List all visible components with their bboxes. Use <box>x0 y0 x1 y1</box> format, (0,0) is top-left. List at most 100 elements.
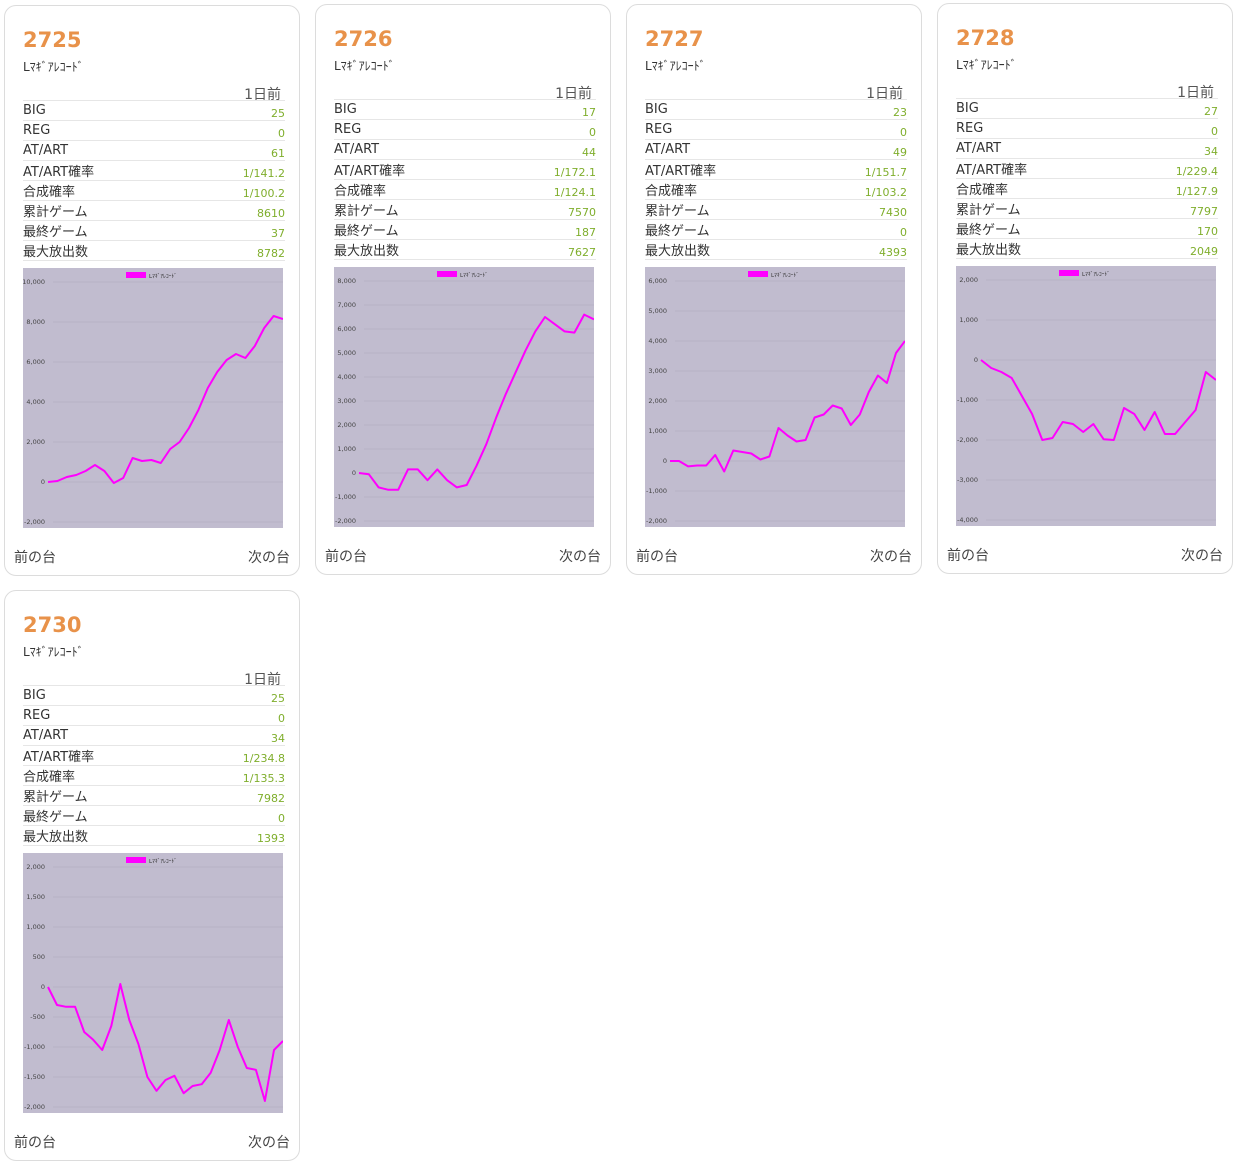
stat-label: BIG <box>645 99 810 120</box>
legend-label: Lﾏｷﾞｱﾚｺｰﾄﾞ <box>149 273 177 280</box>
machine-number[interactable]: 2726 <box>334 27 393 51</box>
next-machine-link[interactable]: 次の台 <box>248 1135 290 1151</box>
stat-value: 170 <box>1120 218 1218 239</box>
stat-row: 最大放出数 4393 <box>645 239 907 260</box>
stat-label: 合成確率 <box>23 765 188 786</box>
stat-row: 合成確率 1/127.9 <box>956 178 1218 199</box>
machine-model: Lﾏｷﾞｱﾚｺｰﾄﾞ <box>334 59 395 73</box>
stat-row: AT/ART確率 1/229.4 <box>956 158 1218 179</box>
stat-label: 最終ゲーム <box>645 219 810 240</box>
stat-row: BIG 25 <box>23 685 285 706</box>
day-header: 1日前 <box>244 87 281 103</box>
legend-swatch <box>1059 270 1079 276</box>
y-tick-label: 4,000 <box>26 398 45 406</box>
stat-label: 最終ゲーム <box>956 218 1121 239</box>
stat-label: 累計ゲーム <box>645 199 810 220</box>
stat-row: AT/ART確率 1/141.2 <box>23 160 285 181</box>
y-tick-label: 1,500 <box>26 893 45 901</box>
machine-number[interactable]: 2727 <box>645 27 704 51</box>
y-tick-label: 0 <box>41 983 45 991</box>
stat-label: 最大放出数 <box>23 240 188 261</box>
stat-label: REG <box>23 705 188 726</box>
machine-model: Lﾏｷﾞｱﾚｺｰﾄﾞ <box>23 645 84 659</box>
y-tick-label: -2,000 <box>335 517 356 525</box>
stat-row: 合成確率 1/103.2 <box>645 179 907 200</box>
stats-table: BIG 27 REG 0 AT/ART 34 AT/ART確率 1/229.4 合成確率 1/12… <box>956 98 1218 259</box>
y-tick-label: 0 <box>41 478 45 486</box>
y-tick-label: 2,000 <box>648 397 667 405</box>
y-tick-label: -1,000 <box>957 396 978 404</box>
y-tick-label: -1,000 <box>335 493 356 501</box>
machine-model: Lﾏｷﾞｱﾚｺｰﾄﾞ <box>645 59 706 73</box>
prev-machine-link[interactable]: 前の台 <box>14 550 56 566</box>
stat-value: 7430 <box>809 199 907 220</box>
stat-label: 累計ゲーム <box>956 198 1121 219</box>
stat-label: AT/ART <box>334 139 499 160</box>
history-chart: 2,000 1,500 1,000 500 0 -500 -1,000 -1,500 -2,00… <box>23 853 283 1113</box>
y-tick-label: -1,000 <box>646 487 667 495</box>
plot-area <box>334 267 594 527</box>
prev-machine-link[interactable]: 前の台 <box>325 549 367 565</box>
y-tick-label: -2,000 <box>24 1103 45 1111</box>
series-line <box>47 315 283 484</box>
machine-card: 2728 Lﾏｷﾞｱﾚｺｰﾄﾞ 1日前 BIG 27 REG 0 AT/ART 34 AT/ART… <box>937 3 1233 574</box>
stat-value: 34 <box>1120 138 1218 159</box>
machine-number[interactable]: 2725 <box>23 28 82 52</box>
machine-number[interactable]: 2728 <box>956 26 1015 50</box>
y-tick-label: 1,000 <box>337 445 356 453</box>
next-machine-link[interactable]: 次の台 <box>1181 548 1223 564</box>
stat-value: 27 <box>1120 98 1218 119</box>
y-tick-label: 3,000 <box>337 397 356 405</box>
prev-machine-link[interactable]: 前の台 <box>947 548 989 564</box>
stat-label: 累計ゲーム <box>23 200 188 221</box>
series-line <box>47 983 283 1102</box>
stat-row: AT/ART 44 <box>334 139 596 160</box>
stat-row: 最大放出数 7627 <box>334 239 596 260</box>
y-tick-label: 2,000 <box>959 276 978 284</box>
next-machine-link[interactable]: 次の台 <box>870 549 912 565</box>
stat-value: 2049 <box>1120 238 1218 259</box>
stat-label: 最終ゲーム <box>23 220 188 241</box>
stat-value: 4393 <box>809 239 907 260</box>
prev-machine-link[interactable]: 前の台 <box>636 549 678 565</box>
stat-value: 8610 <box>187 200 285 221</box>
stat-row: 累計ゲーム 7570 <box>334 199 596 220</box>
y-tick-label: 1,000 <box>959 316 978 324</box>
stat-value: 0 <box>809 219 907 240</box>
y-tick-label: 1,000 <box>648 427 667 435</box>
stat-label: 累計ゲーム <box>334 199 499 220</box>
y-tick-label: -1,000 <box>24 1043 45 1051</box>
stat-label: AT/ART確率 <box>956 158 1121 179</box>
y-tick-label: 6,000 <box>337 325 356 333</box>
y-tick-label: 3,000 <box>648 367 667 375</box>
stats-table: BIG 25 REG 0 AT/ART 34 AT/ART確率 1/234.8 合成確率 1/13… <box>23 685 285 846</box>
stat-row: AT/ART確率 1/172.1 <box>334 159 596 180</box>
stat-row: 最終ゲーム 0 <box>23 805 285 826</box>
prev-machine-link[interactable]: 前の台 <box>14 1135 56 1151</box>
stat-label: BIG <box>23 100 188 121</box>
stat-row: 最終ゲーム 187 <box>334 219 596 240</box>
history-chart: 10,000 8,000 6,000 4,000 2,000 0 -2,000 Lﾏｷﾞｱﾚｺ… <box>23 268 283 528</box>
stat-value: 7627 <box>498 239 596 260</box>
stat-row: AT/ART確率 1/234.8 <box>23 745 285 766</box>
plot-area <box>645 267 905 527</box>
y-tick-label: 2,000 <box>337 421 356 429</box>
stat-label: 最終ゲーム <box>23 805 188 826</box>
plot-area <box>23 268 283 528</box>
stat-row: AT/ART 34 <box>956 138 1218 159</box>
legend-swatch <box>748 271 768 277</box>
machine-number[interactable]: 2730 <box>23 613 82 637</box>
stats-table: BIG 25 REG 0 AT/ART 61 AT/ART確率 1/141.2 合成確率 1/10… <box>23 100 285 261</box>
next-machine-link[interactable]: 次の台 <box>559 549 601 565</box>
machine-card: 2727 Lﾏｷﾞｱﾚｺｰﾄﾞ 1日前 BIG 23 REG 0 AT/ART 49 AT/ART… <box>626 4 922 575</box>
stat-value: 34 <box>187 725 285 746</box>
next-machine-link[interactable]: 次の台 <box>248 550 290 566</box>
stats-table: BIG 23 REG 0 AT/ART 49 AT/ART確率 1/151.7 合成確率 1/10… <box>645 99 907 260</box>
legend-label: Lﾏｷﾞｱﾚｺｰﾄﾞ <box>460 272 488 279</box>
stat-row: 最終ゲーム 37 <box>23 220 285 241</box>
stat-value: 1/127.9 <box>1120 178 1218 199</box>
y-tick-label: 2,000 <box>26 863 45 871</box>
day-header: 1日前 <box>866 86 903 102</box>
stat-row: 累計ゲーム 7430 <box>645 199 907 220</box>
stat-label: 最大放出数 <box>956 238 1121 259</box>
